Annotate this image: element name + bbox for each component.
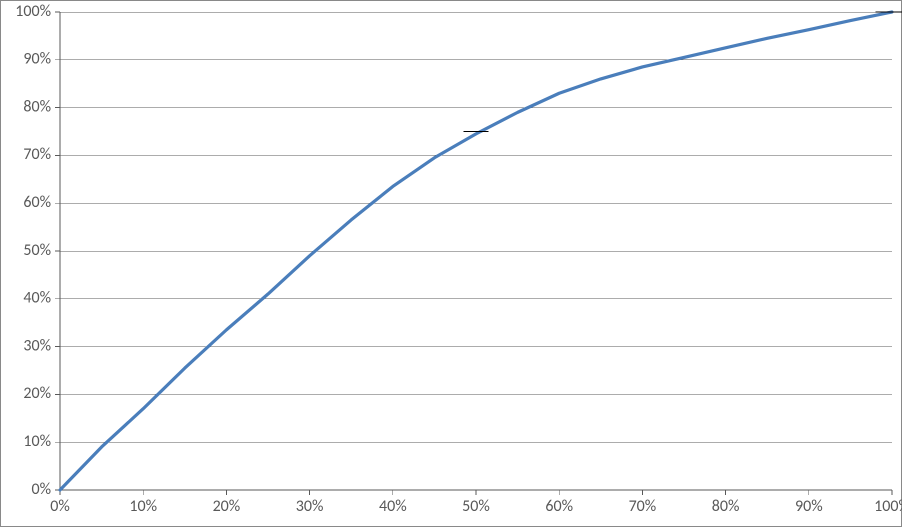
x-tick-label: 60% xyxy=(545,497,573,516)
x-tick-label: 30% xyxy=(296,497,324,516)
x-tick-label: 50% xyxy=(462,497,490,516)
y-tick-label: 10% xyxy=(23,432,51,451)
line-chart: 0% 10% 20% 30% 40% 50% 60% 70% 80% 90% 100% 0% 10% 20… xyxy=(0,0,902,527)
x-tick-label: 100% xyxy=(874,497,902,516)
x-tick-label: 20% xyxy=(213,497,241,516)
y-tick-label: 100% xyxy=(15,2,51,21)
x-tick-label: 70% xyxy=(629,497,657,516)
y-tick-label: 40% xyxy=(23,289,51,308)
x-tick-label: 80% xyxy=(712,497,740,516)
chart-container: 0% 10% 20% 30% 40% 50% 60% 70% 80% 90% 100% 0% 10% 20… xyxy=(0,0,902,527)
x-tick-label: 10% xyxy=(129,497,157,516)
y-tick-label: 30% xyxy=(23,336,51,355)
y-tick-label: 50% xyxy=(23,241,51,260)
y-tick-label: 90% xyxy=(23,50,51,69)
y-tick-label: 60% xyxy=(23,193,51,212)
y-tick-label: 70% xyxy=(23,145,51,164)
y-tick-label: 80% xyxy=(23,97,51,116)
x-tick-label: 0% xyxy=(50,497,70,516)
x-tick-label: 90% xyxy=(795,497,823,516)
x-tick-label: 40% xyxy=(379,497,407,516)
y-tick-label: 20% xyxy=(23,384,51,403)
y-tick-label: 0% xyxy=(31,480,51,499)
